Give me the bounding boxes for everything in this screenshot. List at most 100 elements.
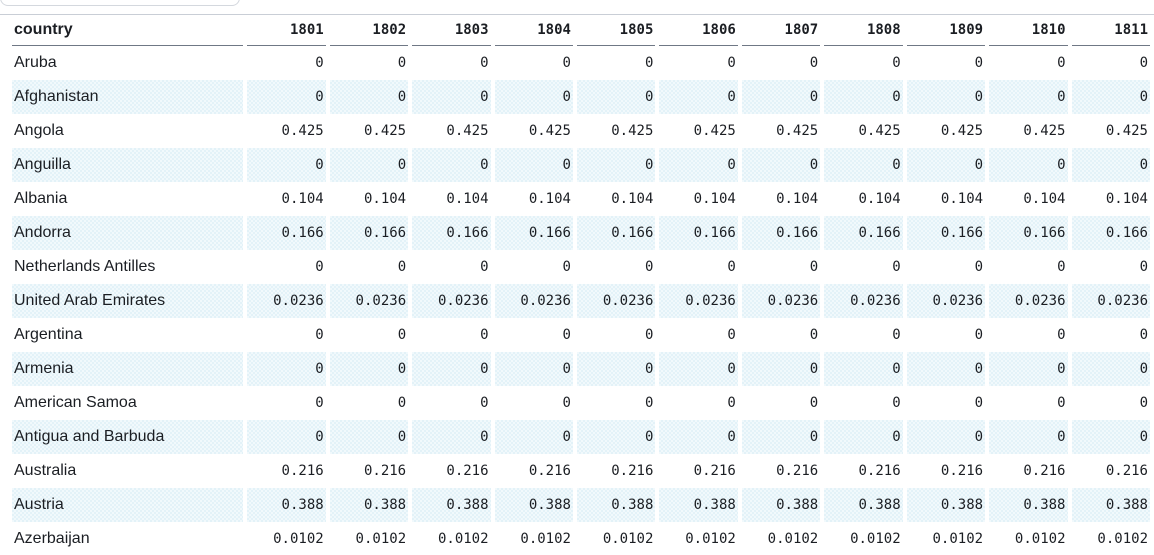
column-header-year[interactable]: 1807: [741, 15, 821, 46]
column-header-year[interactable]: 1811: [1071, 15, 1150, 46]
column-header-year[interactable]: 1809: [906, 15, 986, 46]
column-header-year[interactable]: 1804: [494, 15, 573, 46]
value-cell: 0.0102: [1097, 531, 1148, 547]
table-body: Aruba 0 0 0 0 0 0 0 0 0 0 0 Afghanistan 0 0 0 0 0 0 0 0 0 0 0 An…: [12, 46, 1150, 555]
country-cell: Andorra: [12, 216, 243, 250]
value-cell: 0.425: [363, 123, 407, 139]
value-cell: 0.388: [659, 488, 737, 522]
value-cell: 0.0102: [273, 531, 324, 547]
value-cell: 0: [907, 80, 985, 114]
value-cell: 0: [247, 148, 325, 182]
value-cell: 0.388: [495, 488, 573, 522]
value-cell: 0.425: [693, 123, 736, 139]
value-cell: 0: [315, 55, 324, 71]
value-cell: 0: [247, 352, 325, 386]
value-cell: 0.104: [528, 191, 571, 207]
value-cell: 0.216: [858, 463, 901, 479]
table-row: Antigua and Barbuda 0 0 0 0 0 0 0 0 0 0 0: [12, 420, 1150, 454]
value-cell: 0: [562, 395, 571, 411]
value-cell: 0.0236: [824, 284, 902, 318]
country-cell: Armenia: [12, 352, 243, 386]
value-cell: 0: [412, 352, 490, 386]
value-cell: 0.104: [363, 191, 407, 207]
value-cell: 0: [809, 395, 819, 411]
value-cell: 0: [1057, 395, 1066, 411]
value-cell: 0: [1057, 55, 1066, 71]
value-cell: 0.104: [693, 191, 736, 207]
value-cell: 0: [330, 352, 408, 386]
value-cell: 0.0102: [355, 531, 407, 547]
value-cell: 0.388: [330, 488, 408, 522]
column-header-year[interactable]: 1802: [329, 15, 409, 46]
value-cell: 0: [892, 55, 901, 71]
value-cell: 0.104: [1023, 191, 1066, 207]
value-cell: 0.166: [1072, 216, 1151, 250]
value-cell: 0: [480, 395, 489, 411]
value-cell: 0.425: [528, 123, 571, 139]
value-cell: 0: [1139, 395, 1148, 411]
column-header-year[interactable]: 1810: [989, 15, 1068, 46]
value-cell: 0: [577, 148, 655, 182]
value-cell: 0: [315, 259, 324, 275]
value-cell: 0.388: [412, 488, 490, 522]
column-header-year[interactable]: 1801: [247, 15, 326, 46]
column-header-year[interactable]: 1808: [824, 15, 903, 46]
value-cell: 0: [1139, 327, 1148, 343]
value-cell: 0.388: [247, 488, 325, 522]
table-row: Andorra 0.166 0.166 0.166 0.166 0.166 0.166 0.1…: [12, 216, 1150, 250]
column-header-country[interactable]: country: [12, 15, 244, 46]
value-cell: 0: [1139, 259, 1148, 275]
value-cell: 0.166: [907, 216, 985, 250]
country-cell: Antigua and Barbuda: [12, 420, 243, 454]
value-cell: 0.0102: [767, 531, 819, 547]
value-cell: 0: [480, 259, 489, 275]
value-cell: 0.166: [412, 216, 490, 250]
value-cell: 0: [892, 395, 901, 411]
value-cell: 0.104: [446, 191, 489, 207]
value-cell: 0: [742, 148, 820, 182]
value-cell: 0.425: [1105, 123, 1148, 139]
column-header-year[interactable]: 1805: [576, 15, 656, 46]
column-header-year[interactable]: 1803: [412, 15, 491, 46]
value-cell: 0.104: [940, 191, 984, 207]
value-cell: 0: [809, 259, 819, 275]
value-cell: 0.166: [659, 216, 737, 250]
value-cell: 0: [577, 80, 655, 114]
value-cell: 0.425: [1023, 123, 1066, 139]
value-cell: 0: [1072, 420, 1151, 454]
value-cell: 0: [892, 327, 901, 343]
value-cell: 0.0236: [247, 284, 325, 318]
value-cell: 0.388: [577, 488, 655, 522]
column-header-year[interactable]: 1806: [659, 15, 738, 46]
value-cell: 0: [659, 148, 737, 182]
value-cell: 0.104: [281, 191, 324, 207]
value-cell: 0: [644, 55, 654, 71]
value-cell: 0: [315, 395, 324, 411]
value-cell: 0: [644, 395, 654, 411]
value-cell: 0: [397, 259, 407, 275]
value-cell: 0.425: [776, 123, 819, 139]
value-cell: 0: [727, 327, 736, 343]
value-cell: 0.166: [824, 216, 902, 250]
value-cell: 0: [562, 259, 571, 275]
value-cell: 0: [659, 352, 737, 386]
value-cell: 0.0102: [850, 531, 901, 547]
value-cell: 0: [495, 80, 573, 114]
value-cell: 0.104: [858, 191, 901, 207]
value-cell: 0: [397, 55, 407, 71]
value-cell: 0.0236: [907, 284, 985, 318]
value-cell: 0.104: [1105, 191, 1148, 207]
table-row: Anguilla 0 0 0 0 0 0 0 0 0 0 0: [12, 148, 1150, 182]
value-cell: 0.388: [824, 488, 902, 522]
country-cell: United Arab Emirates: [12, 284, 243, 318]
value-cell: 0.0236: [412, 284, 490, 318]
value-cell: 0.0102: [602, 531, 654, 547]
value-cell: 0: [330, 80, 408, 114]
value-cell: 0: [989, 148, 1067, 182]
value-cell: 0.425: [858, 123, 901, 139]
value-cell: 0.0236: [330, 284, 408, 318]
value-cell: 0: [577, 352, 655, 386]
value-cell: 0.216: [776, 463, 819, 479]
table-row: Albania 0.104 0.104 0.104 0.104 0.104 0.104 0.1…: [12, 182, 1150, 216]
